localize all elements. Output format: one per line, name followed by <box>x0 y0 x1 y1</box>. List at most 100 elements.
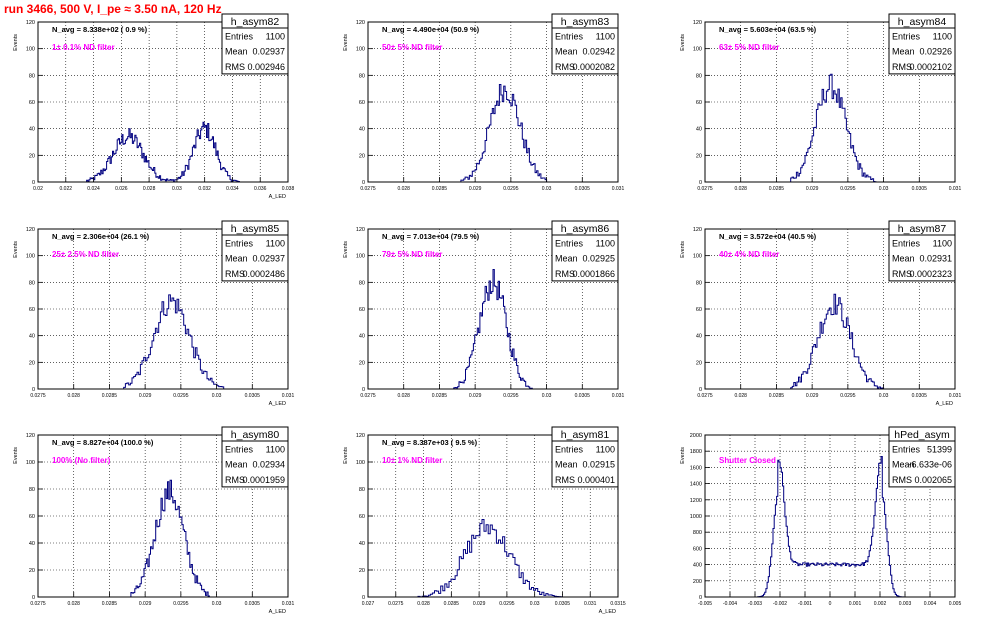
x-axis-title: A_LED <box>269 401 286 407</box>
x-tick-label: 0.026 <box>115 186 128 192</box>
x-tick-label: 0.0305 <box>912 393 928 399</box>
histogram-line <box>735 456 925 598</box>
y-tick-label: 60 <box>29 307 35 313</box>
x-tick-label: 0.031 <box>612 186 625 192</box>
navg-label: N_avg = 8.338e+02 ( 0.9 %) <box>52 25 148 34</box>
y-tick-label: 80 <box>696 73 702 79</box>
x-tick-label: 0.028 <box>143 186 156 192</box>
x-tick-label: 0.0275 <box>697 186 713 192</box>
x-tick-label: 0.0285 <box>444 601 460 607</box>
stats-label: Mean <box>555 254 578 264</box>
x-tick-label: 0.031 <box>949 186 962 192</box>
filter-annotation: 1± 0.1% ND filter <box>52 43 115 52</box>
filter-annotation: 63± 5% ND filter <box>719 43 779 52</box>
x-tick-label: 0.0275 <box>388 601 404 607</box>
y-tick-label: 800 <box>693 530 702 536</box>
histogram-panel-h_asym84: 0 20 40 60 80 100 120 0.0275 0.028 0.0285 0.029 0.0… <box>680 13 962 192</box>
y-tick-label: 20 <box>359 360 365 366</box>
stats-box: h_asym86 Entries 1100 Mean 0.02925 RMS0.00018… <box>551 220 619 282</box>
x-tick-label: 0.031 <box>282 601 295 607</box>
x-tick-label: 0.034 <box>226 186 239 192</box>
y-tick-label: 60 <box>29 100 35 106</box>
x-tick-label: 0.0285 <box>769 393 785 399</box>
stats-value: 1100 <box>266 444 285 454</box>
histogram-line <box>130 479 210 597</box>
y-tick-label: 1600 <box>690 465 702 471</box>
y-axis-title: Events <box>680 447 686 464</box>
y-tick-label: 0 <box>32 595 35 601</box>
stats-box: h_asym80 Entries 1100 Mean 0.02934 RMS0.00019… <box>221 426 289 488</box>
y-tick-label: 60 <box>359 307 365 313</box>
stats-label: Mean <box>555 47 578 57</box>
y-tick-label: 20 <box>696 153 702 159</box>
stats-label: Mean <box>892 47 915 57</box>
stats-box-title: h_asym82 <box>231 16 280 28</box>
stats-label: Entries <box>555 31 584 41</box>
x-tick-label: 0.0305 <box>245 393 261 399</box>
y-tick-label: 0 <box>362 180 365 186</box>
x-tick-label: 0.004 <box>924 601 937 607</box>
y-tick-label: 20 <box>29 360 35 366</box>
x-tick-label: 0.005 <box>949 601 962 607</box>
x-tick-label: 0.028 <box>67 393 80 399</box>
stats-label: RMS <box>555 62 575 72</box>
x-tick-label: 0.0295 <box>840 393 856 399</box>
filter-annotation: 10± 1% ND filter <box>382 456 442 465</box>
x-tick-label: 0.0285 <box>769 186 785 192</box>
y-tick-label: 20 <box>359 568 365 574</box>
y-tick-label: 80 <box>359 280 365 286</box>
stats-label: Entries <box>555 238 584 248</box>
x-tick-label: -0.004 <box>723 601 737 607</box>
stats-box-title: hPed_asym <box>894 429 950 441</box>
x-tick-label: 0.0285 <box>432 186 448 192</box>
x-tick-label: -0.005 <box>698 601 712 607</box>
y-axis-title: Events <box>13 241 19 258</box>
histogram-line <box>417 519 563 598</box>
x-tick-label: 0.03 <box>542 393 552 399</box>
x-tick-label: 0.03 <box>879 186 889 192</box>
stats-box: h_asym83 Entries 1100 Mean 0.02942 RMS0.00020… <box>551 13 619 75</box>
filter-annotation: 100% (No filter) <box>52 456 111 465</box>
stats-box: hPed_asym Entries 51399 Mean-6.633e-06 RMS 0.… <box>888 426 956 488</box>
x-tick-label: 0.0285 <box>432 393 448 399</box>
stats-value: -6.633e-06 <box>908 460 952 470</box>
y-tick-label: 0 <box>699 595 702 601</box>
y-tick-label: 0 <box>362 387 365 393</box>
stats-value: 0.000401 <box>577 475 615 485</box>
x-tick-label: 0.03 <box>212 601 222 607</box>
y-tick-label: 100 <box>356 47 365 53</box>
histogram-line <box>86 121 240 183</box>
stats-value: 0.02926 <box>919 47 952 57</box>
x-tick-label: 0.0305 <box>555 601 571 607</box>
stats-value: 0.02937 <box>252 254 285 264</box>
stats-value: 1100 <box>266 238 285 248</box>
y-tick-label: 120 <box>356 20 365 26</box>
stats-label: RMS <box>892 62 912 72</box>
stats-label: Entries <box>225 444 254 454</box>
stats-value: 0.002946 <box>247 62 285 72</box>
y-tick-label: 80 <box>29 280 35 286</box>
stats-box-title: h_asym80 <box>231 429 280 441</box>
x-tick-label: 0.03 <box>530 601 540 607</box>
stats-label: RMS <box>225 475 245 485</box>
stats-box-frame <box>888 13 956 75</box>
stats-label: Entries <box>555 444 584 454</box>
stats-box-frame <box>551 426 619 488</box>
x-tick-label: 0.028 <box>67 601 80 607</box>
y-tick-label: 1400 <box>690 482 702 488</box>
stats-label: Mean <box>892 460 915 470</box>
x-tick-label: 0.0275 <box>30 393 46 399</box>
stats-box-title: h_asym83 <box>561 16 610 28</box>
x-tick-label: 0.03 <box>542 186 552 192</box>
x-tick-label: 0.028 <box>417 601 430 607</box>
stats-box: h_asym82 Entries 1100 Mean 0.02937 RMS 0.00294… <box>221 13 289 75</box>
x-tick-label: 0.0275 <box>697 393 713 399</box>
stats-value: 1100 <box>596 31 615 41</box>
histogram-panel-h_asym81: 0 20 40 60 80 100 120 0.027 0.0275 0.028 0.0285 0.0… <box>343 426 626 615</box>
x-tick-label: 0.03 <box>172 186 182 192</box>
x-axis-title: A_LED <box>599 609 616 615</box>
y-tick-label: 200 <box>693 579 702 585</box>
x-tick-label: 0.02 <box>33 186 43 192</box>
filter-annotation: 50± 5% ND filter <box>382 43 442 52</box>
